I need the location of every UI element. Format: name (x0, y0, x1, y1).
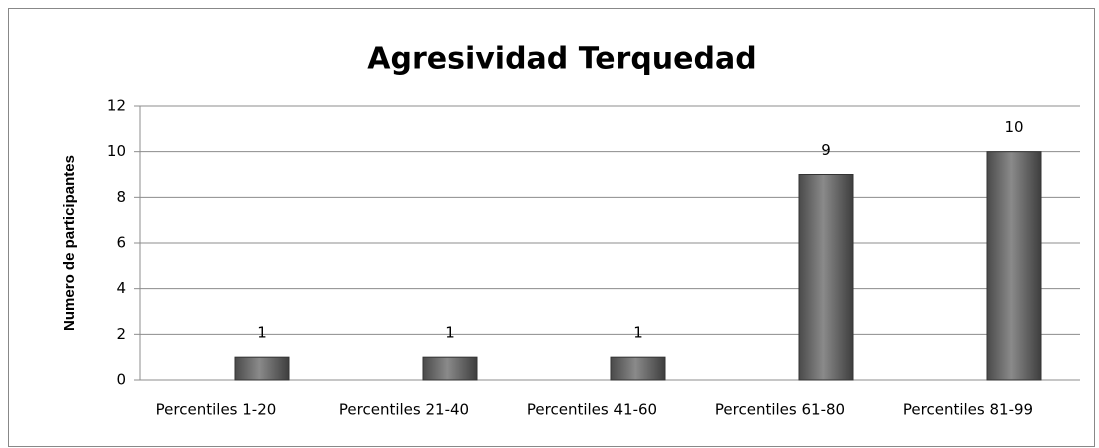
x-tick-label: Percentiles 61-80 (715, 401, 845, 419)
y-axis-label: Numero de participantes (61, 155, 78, 331)
bar (422, 356, 478, 381)
chart-title: Agresividad Terquedad (367, 42, 756, 77)
x-tick-label: Percentiles 21-40 (339, 401, 469, 419)
y-tick-label: 10 (107, 142, 126, 160)
y-tick-label: 8 (116, 188, 126, 206)
y-tick-label: 2 (116, 325, 126, 343)
x-tick-label: Percentiles 81-99 (903, 401, 1033, 419)
chart-frame (8, 8, 1095, 447)
data-label: 1 (633, 324, 643, 342)
bar (798, 174, 854, 381)
x-tick-label: Percentiles 41-60 (527, 401, 657, 419)
bar (610, 356, 666, 381)
bar (986, 151, 1042, 381)
data-label: 1 (445, 324, 455, 342)
data-label: 9 (821, 141, 831, 159)
data-label: 1 (257, 324, 267, 342)
data-label: 10 (1004, 118, 1023, 136)
x-tick-label: Percentiles 1-20 (156, 401, 277, 419)
y-tick-label: 0 (116, 371, 126, 389)
bar (234, 356, 290, 381)
y-tick-label: 4 (116, 279, 126, 297)
y-tick-label: 12 (107, 97, 126, 115)
y-tick-label: 6 (116, 234, 126, 252)
